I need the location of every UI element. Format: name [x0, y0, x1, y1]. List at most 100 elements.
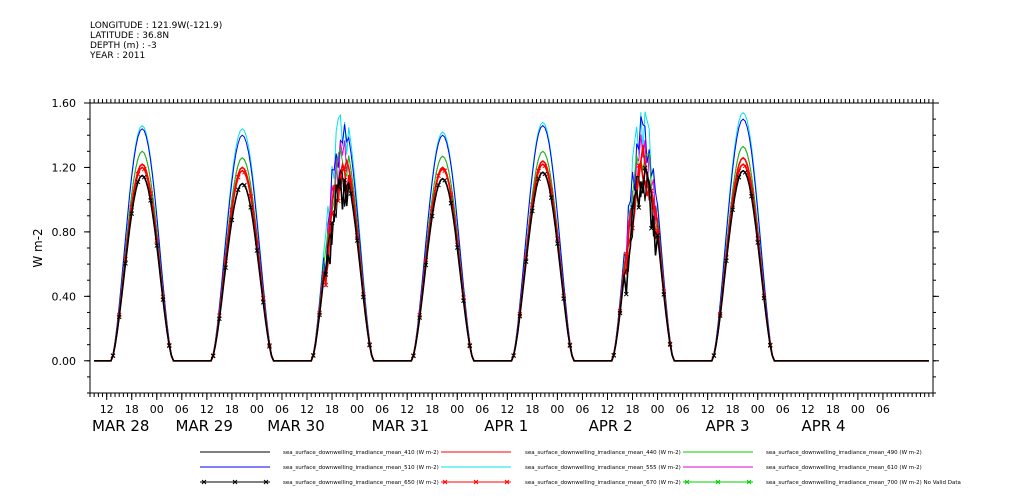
x-tick-label: 12: [200, 403, 214, 416]
legend-item: sea_surface_downwelling_irradiance_mean_…: [441, 479, 681, 486]
year-label: YEAR : 2011: [90, 51, 146, 61]
series-marker: [555, 241, 560, 246]
series-marker: [542, 163, 548, 169]
series-marker: [454, 245, 460, 250]
plot-frame: [89, 102, 934, 394]
series-marker: [536, 176, 541, 182]
series-marker: [717, 313, 723, 319]
depth-label: DEPTH (m) : -3: [90, 41, 157, 51]
x-tick-label: 18: [125, 403, 139, 416]
series-marker: [736, 174, 742, 180]
series-marker: [317, 312, 322, 318]
series-marker: [367, 342, 372, 348]
series-marker: [417, 315, 423, 320]
longitude-label: LONGITUDE : 121.9W(-121.9): [90, 21, 223, 31]
x-date-label: APR 3: [705, 417, 749, 435]
series-marker: [436, 173, 441, 179]
legend-marker: [504, 479, 510, 485]
legend-label: sea_surface_downwelling_irradiance_mean_…: [766, 480, 961, 486]
series-marker: [123, 261, 128, 266]
y-tick-label: 0.00: [52, 355, 77, 368]
series-line: [94, 168, 929, 362]
series-marker: [561, 296, 567, 301]
series-marker: [711, 353, 717, 359]
series-marker: [661, 291, 667, 297]
series-line: [94, 160, 929, 362]
legend-marker: [473, 479, 479, 485]
x-date-label: MAR 30: [267, 417, 324, 435]
series-marker: [348, 191, 354, 196]
series-marker: [148, 198, 153, 203]
x-tick-label: 12: [100, 403, 114, 416]
legend-label: sea_surface_downwelling_irradiance_mean_…: [525, 480, 681, 486]
legend-item: sea_surface_downwelling_irradiance_mean_…: [683, 450, 922, 456]
legend-item: sea_surface_downwelling_irradiance_mean_…: [200, 450, 439, 456]
x-tick-label: 12: [400, 403, 414, 416]
x-tick-label: 06: [275, 403, 289, 416]
x-date-label: APR 1: [484, 417, 528, 435]
x-tick-label: 06: [575, 403, 589, 416]
x-tick-label: 00: [651, 403, 665, 416]
legend-label: sea_surface_downwelling_irradiance_mean_…: [525, 465, 681, 471]
series-marker: [442, 168, 448, 174]
x-tick-label: 06: [776, 403, 790, 416]
legend-marker: [232, 479, 238, 485]
series-marker: [141, 166, 147, 172]
x-tick-label: 12: [500, 403, 514, 416]
legend-marker: [715, 479, 721, 485]
series-line: [94, 167, 929, 362]
x-tick-label: 00: [350, 403, 364, 416]
series-marker: [141, 174, 147, 180]
x-date-label: MAR 28: [92, 417, 149, 435]
legend-marker: [263, 479, 269, 485]
x-tick-label: 00: [751, 403, 765, 416]
legend-item: sea_surface_downwelling_irradiance_mean_…: [200, 479, 439, 486]
series-marker: [655, 228, 660, 233]
x-tick-label: 18: [826, 403, 840, 416]
y-tick-label: 1.20: [52, 161, 77, 174]
x-tick-label: 12: [701, 403, 715, 416]
series-marker: [411, 353, 416, 359]
series-marker: [135, 171, 141, 177]
series-marker: [229, 217, 235, 223]
x-tick-label: 06: [475, 403, 489, 416]
series-marker: [548, 195, 554, 201]
legend-label: sea_surface_downwelling_irradiance_mean_…: [766, 450, 922, 456]
series-marker: [536, 168, 541, 174]
series-marker: [217, 316, 222, 322]
legend-item: sea_surface_downwelling_irradiance_mean_…: [683, 479, 961, 486]
legend-label: sea_surface_downwelling_irradiance_mean_…: [766, 465, 922, 471]
series-marker: [260, 299, 266, 305]
series-marker: [310, 353, 316, 358]
series-marker: [223, 265, 228, 270]
series-marker: [235, 174, 241, 180]
x-tick-label: 12: [600, 403, 614, 416]
y-tick-label: 1.60: [52, 97, 77, 110]
x-tick-label: 12: [300, 403, 314, 416]
x-date-label: MAR 29: [175, 417, 232, 435]
x-tick-label: 00: [450, 403, 464, 416]
series-marker: [329, 220, 335, 226]
series-marker: [166, 343, 172, 349]
series-line: [94, 134, 929, 362]
series-marker: [160, 297, 166, 303]
series-marker: [248, 205, 254, 210]
x-tick-label: 12: [801, 403, 815, 416]
series-marker: [742, 169, 748, 175]
x-tick-label: 18: [726, 403, 740, 416]
series-marker: [129, 211, 135, 216]
x-tick-label: 18: [425, 403, 439, 416]
series-marker: [517, 313, 523, 319]
legend-item: sea_surface_downwelling_irradiance_mean_…: [200, 465, 439, 471]
series-marker: [623, 251, 629, 257]
series-marker: [667, 342, 673, 347]
series-marker: [323, 282, 329, 288]
series-marker: [742, 163, 748, 169]
series-marker: [636, 163, 642, 168]
series-marker: [617, 310, 623, 316]
y-axis-label: W m-2: [31, 228, 45, 267]
series-marker: [611, 352, 617, 358]
series-marker: [655, 233, 660, 238]
series-marker: [636, 205, 642, 210]
